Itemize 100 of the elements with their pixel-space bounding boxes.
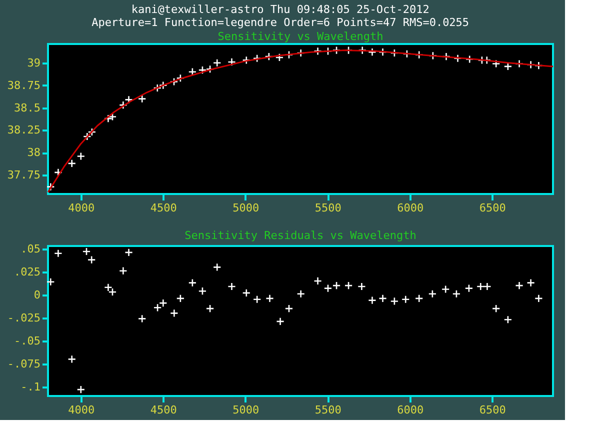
point [344, 281, 353, 290]
point [534, 294, 543, 303]
point [68, 159, 76, 168]
chart-title: Sensitivity vs Wavelength [218, 30, 384, 43]
point [176, 74, 185, 82]
y-tick-label: 37.75 [7, 168, 40, 182]
y-tick-label: 38.5 [14, 101, 40, 114]
line-series [47, 50, 554, 193]
point [314, 276, 322, 286]
x-tick-label: 6000 [397, 202, 424, 214]
point [332, 46, 341, 54]
point [170, 78, 178, 86]
point [54, 249, 62, 258]
point [212, 262, 222, 272]
point [492, 304, 500, 313]
y-tick-label: 38.25 [7, 124, 40, 137]
point [428, 290, 437, 298]
point [390, 297, 399, 306]
point [76, 385, 86, 394]
point [118, 100, 128, 110]
point [228, 58, 236, 66]
point [104, 114, 112, 123]
point [228, 282, 236, 291]
point [198, 66, 207, 74]
point [118, 266, 128, 276]
text: kani@texwiller-astro Thu 09:48:05 25-Oct-2012 [131, 3, 430, 16]
point [504, 315, 512, 324]
point [46, 182, 55, 191]
y-tick-label: -.025 [7, 311, 40, 324]
point [332, 281, 341, 290]
point [252, 54, 262, 63]
point [206, 304, 214, 313]
point [88, 128, 96, 136]
x-tick-label: 4000 [68, 404, 95, 416]
point [124, 248, 133, 257]
x-tick-label: 4500 [150, 404, 177, 416]
text: Aperture=1 Function=legendre Order=6 Points=47 RMS=0.0255 [92, 16, 470, 29]
point [54, 168, 62, 177]
y-tick-label: 38 [27, 146, 40, 160]
point [465, 55, 474, 64]
point [464, 284, 474, 293]
x-tick-label: 5000 [232, 202, 260, 214]
point [176, 294, 185, 303]
point [441, 285, 450, 294]
point [401, 295, 410, 304]
point [266, 294, 274, 303]
point [153, 84, 162, 92]
point [476, 282, 485, 291]
point [242, 56, 251, 64]
x-tick-label: 5500 [314, 404, 342, 416]
point [206, 64, 214, 74]
point [198, 286, 207, 296]
point [158, 81, 168, 90]
point [526, 278, 535, 287]
point [483, 282, 492, 291]
x-tick-label: 4000 [68, 202, 95, 214]
point [82, 247, 91, 256]
y-tick-label: .05 [20, 242, 40, 256]
x-tick-label: 6000 [397, 404, 424, 416]
point [324, 284, 332, 293]
chart-title: Sensitivity Residuals vs Wavelength [184, 228, 416, 242]
point [188, 278, 197, 287]
point [153, 303, 162, 312]
y-tick-label: -.05 [14, 334, 40, 348]
point [492, 60, 500, 68]
point [414, 294, 424, 303]
point [378, 294, 387, 303]
point [68, 355, 76, 364]
y-tick-label: .025 [14, 265, 40, 278]
y-tick-label: 0 [34, 288, 40, 302]
point [46, 278, 55, 286]
point [252, 295, 262, 304]
x-tick-label: 4500 [150, 202, 177, 214]
y-tick-label: 38.75 [7, 78, 40, 92]
point [358, 282, 366, 291]
x-tick-label: 6500 [479, 202, 506, 214]
point [82, 132, 92, 141]
y-tick-label: 39 [27, 56, 40, 70]
point [124, 96, 133, 104]
point [368, 296, 376, 304]
point [368, 48, 376, 56]
point [276, 317, 284, 326]
point [108, 112, 117, 121]
x-tick-label: 5500 [314, 202, 342, 214]
point [284, 304, 294, 313]
x-tick-label: 6500 [479, 404, 506, 416]
y-tick-label: -.075 [7, 357, 40, 370]
point [138, 314, 146, 323]
point [242, 288, 251, 298]
point [296, 290, 306, 298]
point [275, 53, 284, 62]
point [76, 152, 86, 160]
point [170, 308, 178, 318]
point [212, 58, 222, 68]
y-tick-label: -.1 [20, 380, 40, 394]
point [452, 290, 461, 298]
point [158, 298, 168, 308]
point [138, 94, 146, 103]
point [87, 256, 96, 264]
x-tick-label: 5000 [232, 404, 260, 416]
